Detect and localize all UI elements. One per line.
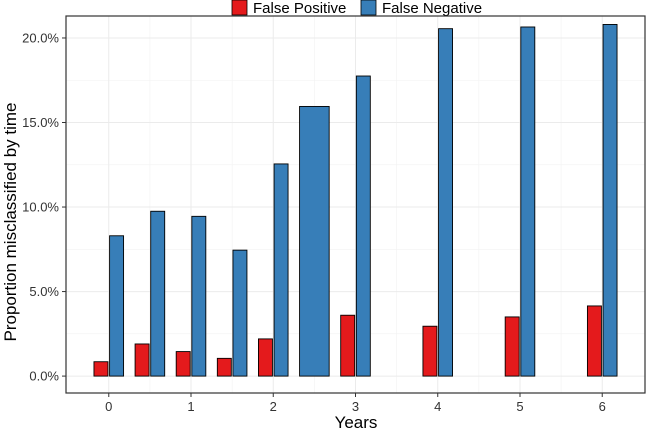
bar-false-positive <box>258 338 273 377</box>
bar-false-negative <box>109 235 125 377</box>
y-axis-title: Proportion misclassified by time <box>1 102 20 341</box>
bar-false-positive <box>216 357 232 377</box>
x-tick-label: 2 <box>270 399 277 414</box>
bar-false-positive <box>134 343 150 377</box>
bar-false-positive <box>340 314 356 377</box>
y-tick-label: 5.0% <box>29 284 59 299</box>
bar-false-negative <box>299 105 330 377</box>
bar-false-positive <box>504 316 520 377</box>
bar-false-negative <box>232 249 248 377</box>
x-tick-label: 5 <box>516 399 523 414</box>
bar-false-positive <box>93 361 109 377</box>
y-axis: 0.0% 5.0% 10.0% 15.0% 20.0% <box>22 30 66 384</box>
x-tick-label: 1 <box>187 399 194 414</box>
y-tick-label: 0.0% <box>29 369 59 384</box>
y-tick-label: 10.0% <box>22 200 59 215</box>
bar-false-negative <box>191 215 207 377</box>
x-axis: 0 1 2 3 4 5 6 <box>105 393 606 414</box>
legend: False Positive False Negative <box>231 0 482 17</box>
x-axis-title: Years <box>335 413 378 432</box>
bar-false-negative <box>602 24 618 377</box>
bar-false-negative <box>273 163 289 377</box>
x-tick-label: 0 <box>105 399 112 414</box>
bar-false-positive <box>422 325 438 377</box>
bar-false-positive <box>175 351 191 377</box>
legend-label-false-negative: False Negative <box>382 0 482 17</box>
legend-key-false-positive <box>231 0 248 16</box>
legend-label-false-positive: False Positive <box>253 0 346 17</box>
bar-false-negative <box>520 26 536 377</box>
bar-false-negative <box>150 210 166 377</box>
x-tick-label: 6 <box>599 399 606 414</box>
bars <box>93 24 618 377</box>
legend-key-false-negative <box>360 0 377 16</box>
x-tick-label: 4 <box>434 399 441 414</box>
bar-false-negative <box>438 28 453 377</box>
bar-false-negative <box>355 75 371 377</box>
x-tick-label: 3 <box>352 399 359 414</box>
bar-false-positive <box>586 305 602 377</box>
y-tick-label: 20.0% <box>22 30 59 45</box>
y-tick-label: 15.0% <box>22 115 59 130</box>
